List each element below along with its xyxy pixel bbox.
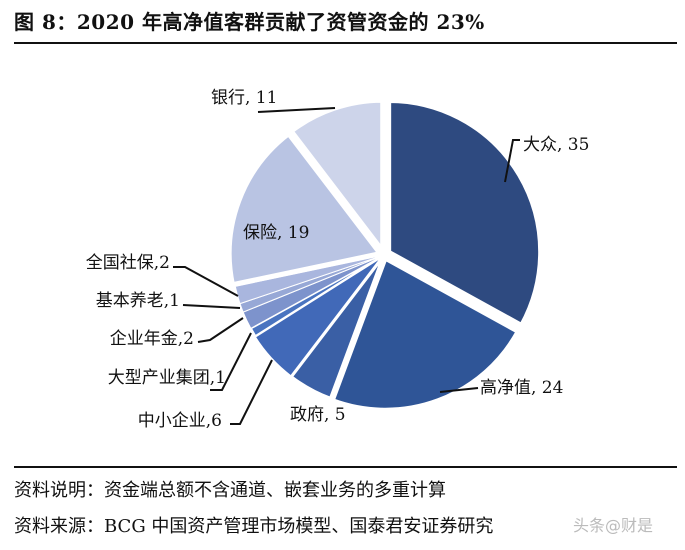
slice-label-3: 中小企业,6 [138, 411, 222, 431]
slice-label-2: 政府, 5 [290, 405, 346, 425]
slice-label-5: 企业年金,2 [110, 329, 194, 349]
title-divider [14, 42, 677, 44]
pie-chart: 大众, 35 高净值, 24 政府, 5 中小企业,6 大型产业集团,1 企业年金,2 基本… [86, 88, 590, 431]
leader-line-6 [182, 304, 241, 309]
leader-line-4 [210, 332, 252, 391]
leader-line-7 [173, 266, 239, 297]
slice-label-9: 银行, 11 [211, 88, 277, 108]
slice-label-6: 基本养老,1 [96, 291, 180, 311]
leader-line-3 [230, 359, 273, 425]
pie-slice-8 [226, 131, 383, 288]
slice-label-4: 大型产业集团,1 [108, 368, 226, 388]
chart-title: 图 8：2020 年高净值客群贡献了资管资金的 23% [14, 10, 485, 34]
watermark: 头条@财是 [573, 516, 654, 535]
leader-line-1 [439, 387, 479, 393]
leader-line-9 [257, 107, 336, 113]
data-note: 资料说明：资金端总额不含通道、嵌套业务的多重计算 [14, 480, 446, 501]
pie-slice-3 [253, 255, 384, 378]
data-source: 资料来源：BCG 中国资产管理市场模型、国泰君安证券研究 [14, 516, 494, 537]
slice-label-1: 高净值, 24 [480, 378, 563, 398]
slice-label-0: 大众, 35 [523, 135, 589, 155]
pie-slice-0 [387, 98, 543, 327]
leader-line-5 [197, 317, 244, 343]
slice-label-7: 全国社保,2 [86, 253, 170, 273]
slice-label-8: 保险, 19 [243, 223, 309, 243]
leader-line-0 [504, 139, 520, 183]
pie-slice-1 [330, 256, 520, 412]
footer-divider [14, 466, 677, 468]
